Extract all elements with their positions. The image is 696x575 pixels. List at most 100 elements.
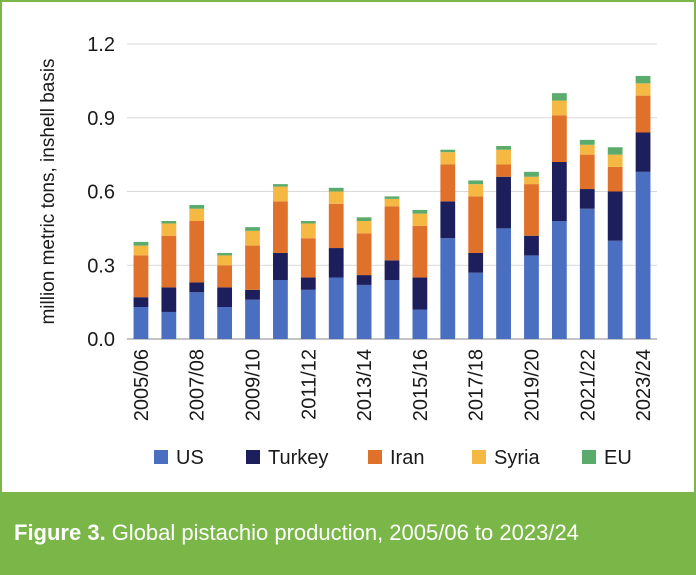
bar-segment-turkey [412,277,428,310]
bar-segment-turkey [245,289,260,300]
bar-segment-turkey [217,287,233,308]
x-tick-label: 2023/24 [633,349,655,421]
x-tick-label: 2011/12 [298,349,320,420]
x-tick-label: 2017/18 [466,349,488,421]
bar-segment-eu [468,180,484,185]
bar-stack [412,209,428,339]
bar-segment-eu [635,75,651,84]
bar-stack [328,187,344,339]
bar-segment-syria [384,198,400,207]
bar-segment-turkey [189,282,205,293]
bar-segment-eu [300,221,316,224]
bar-segment-iran [468,196,484,253]
y-tick-label: 0.3 [87,255,115,277]
bar-segment-syria [468,184,484,197]
bar-segment-eu [524,171,539,177]
bar-stack [607,147,623,339]
bar-segment-eu [328,187,344,192]
bar-segment-syria [496,149,511,165]
legend: US Turkey Iran Syria EU [154,447,632,469]
bar-segment-iran [273,201,288,253]
bar-segment-eu [133,241,149,246]
legend-swatch-iran [368,450,382,464]
legend-swatch-us [154,450,168,464]
bar-segment-us [551,221,567,339]
x-tick-label: 2005/06 [131,349,153,421]
bar-segment-iran [412,225,428,278]
bar-segment-eu [551,93,567,101]
bar-segment-syria [217,255,233,266]
bar-segment-syria [328,191,344,204]
bar-segment-us [273,280,288,339]
legend-swatch-syria [472,450,486,464]
bar-segment-eu [579,139,595,145]
x-tick-label: 2021/22 [577,349,599,421]
bar-stack [245,227,260,339]
legend-label-syria: Syria [494,447,540,469]
bar-segment-iran [384,206,400,261]
bar-segment-us [635,171,651,339]
bar-segment-turkey [579,189,595,209]
bar-segment-eu [356,217,372,221]
bar-segment-us [328,277,344,339]
bar-segment-turkey [468,252,484,273]
bar-segment-syria [356,221,372,234]
legend-label-us: US [176,447,204,469]
y-tick-label: 0.9 [87,108,115,130]
legend-label-iran: Iran [390,447,424,469]
x-axis-ticks: 2005/06 2007/08 2009/10 2011/12 2013/14 2015/… [131,349,655,421]
bar-stack [356,217,372,339]
bar-stack [579,139,595,339]
bar-segment-iran [245,245,260,290]
bar-segment-us [245,299,260,339]
bar-segment-us [161,311,177,339]
bar-segment-iran [217,265,233,288]
bar-segment-iran [133,255,149,298]
bar-segment-iran [496,164,511,177]
bar-segment-syria [300,223,316,239]
bar-segment-us [300,289,316,339]
bar-segment-turkey [356,275,372,285]
y-tick-label: 0.0 [87,329,115,351]
x-tick-label: 2013/14 [354,349,376,421]
bar-stack [384,196,400,339]
bar-segment-eu [189,205,205,209]
bar-segment-eu [161,221,177,224]
bar-segment-iran [189,221,205,283]
bar-segment-us [440,238,456,339]
bar-segment-eu [496,146,511,150]
bar-segment-us [356,284,372,339]
caption-label: Figure 3. [14,519,106,545]
bar-segment-eu [217,252,233,256]
legend-label-eu: EU [604,447,632,469]
legend-swatch-turkey [246,450,260,464]
bar-segment-syria [273,186,288,202]
bar-segment-turkey [273,252,288,280]
bar-segment-syria [189,208,205,221]
bar-segment-eu [440,149,456,153]
bar-stack [133,241,149,339]
bar-stack [524,171,539,339]
bar-segment-iran [524,184,539,236]
bar-segment-eu [607,147,623,155]
bar-segment-eu [273,184,288,187]
bar-segment-syria [133,245,149,256]
bar-segment-us [133,307,149,339]
bar-stack [161,221,177,339]
bar-stack [551,93,567,339]
bar-segment-syria [635,83,651,96]
bar-segment-syria [245,230,260,246]
bar-segment-iran [300,238,316,278]
bar-segment-turkey [161,287,177,312]
chart-area: 0.0 0.3 0.6 0.9 1.2 2005/06 2007/08 2009/10 201… [2,2,694,492]
bar-segment-us [217,307,233,339]
bar-segment-us [607,240,623,339]
bar-stack [189,205,205,339]
bar-stack [217,252,233,339]
bar-segment-syria [551,100,567,116]
bar-segment-us [412,309,428,339]
bar-stack [496,146,511,339]
bar-segment-syria [524,176,539,185]
y-tick-label: 1.2 [87,34,115,56]
